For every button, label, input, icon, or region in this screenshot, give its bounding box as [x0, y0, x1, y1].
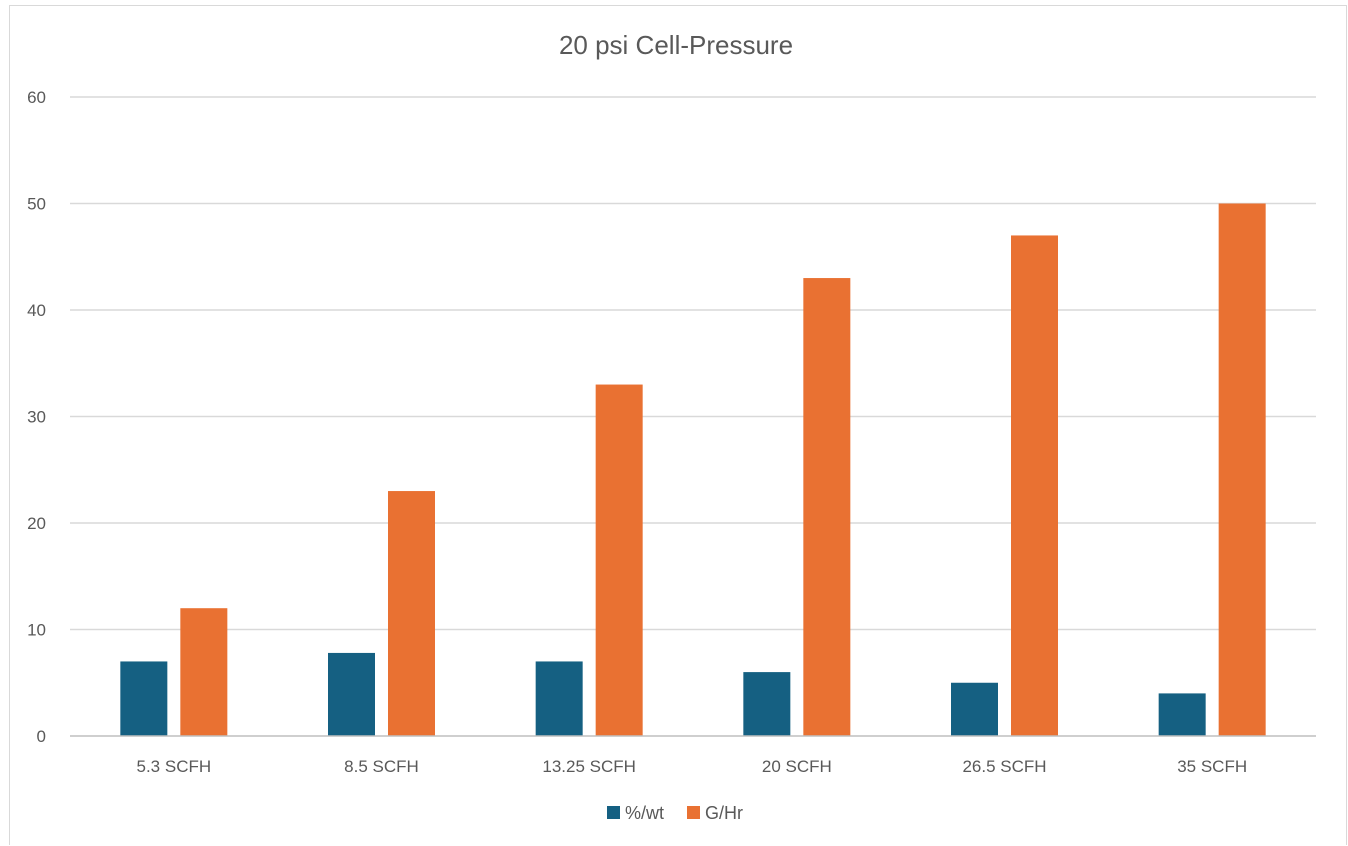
bar-g-hr [803, 278, 851, 736]
legend-label: %/wt [625, 803, 664, 823]
legend: %/wt G/Hr [607, 803, 743, 823]
legend-swatch [687, 806, 700, 819]
y-tick-label: 30 [27, 408, 46, 427]
bar-pct-wt [535, 661, 583, 736]
x-tick-label: 5.3 SCFH [137, 757, 212, 776]
x-tick-label: 13.25 SCFH [542, 757, 636, 776]
bar-g-hr [1218, 203, 1266, 736]
chart-title: 20 psi Cell-Pressure [559, 30, 793, 60]
bars [120, 203, 1266, 736]
y-tick-label: 50 [27, 195, 46, 214]
y-axis-ticks: 0 10 20 30 40 50 60 [27, 88, 46, 746]
x-tick-label: 20 SCFH [762, 757, 832, 776]
bar-pct-wt [1158, 693, 1206, 736]
legend-swatch [607, 806, 620, 819]
bar-g-hr [595, 384, 643, 736]
legend-label: G/Hr [705, 803, 743, 823]
y-tick-label: 20 [27, 514, 46, 533]
y-tick-label: 10 [27, 621, 46, 640]
bar-pct-wt [743, 672, 791, 736]
bar-pct-wt [120, 661, 168, 736]
bar-pct-wt [328, 652, 375, 736]
x-tick-label: 35 SCFH [1177, 757, 1247, 776]
y-tick-label: 60 [27, 88, 46, 107]
bar-g-hr [180, 608, 228, 736]
chart-frame [9, 5, 1347, 845]
x-tick-label: 26.5 SCFH [962, 757, 1046, 776]
bar-g-hr [1011, 235, 1058, 736]
bar-g-hr [388, 491, 435, 736]
gridlines [70, 96, 1316, 631]
x-axis-ticks: 5.3 SCFH 8.5 SCFH 13.25 SCFH 20 SCFH 26.5 SC… [137, 757, 1248, 776]
bar-pct-wt [951, 682, 998, 736]
y-tick-label: 40 [27, 301, 46, 320]
y-tick-label: 0 [37, 727, 46, 746]
x-tick-label: 8.5 SCFH [344, 757, 419, 776]
